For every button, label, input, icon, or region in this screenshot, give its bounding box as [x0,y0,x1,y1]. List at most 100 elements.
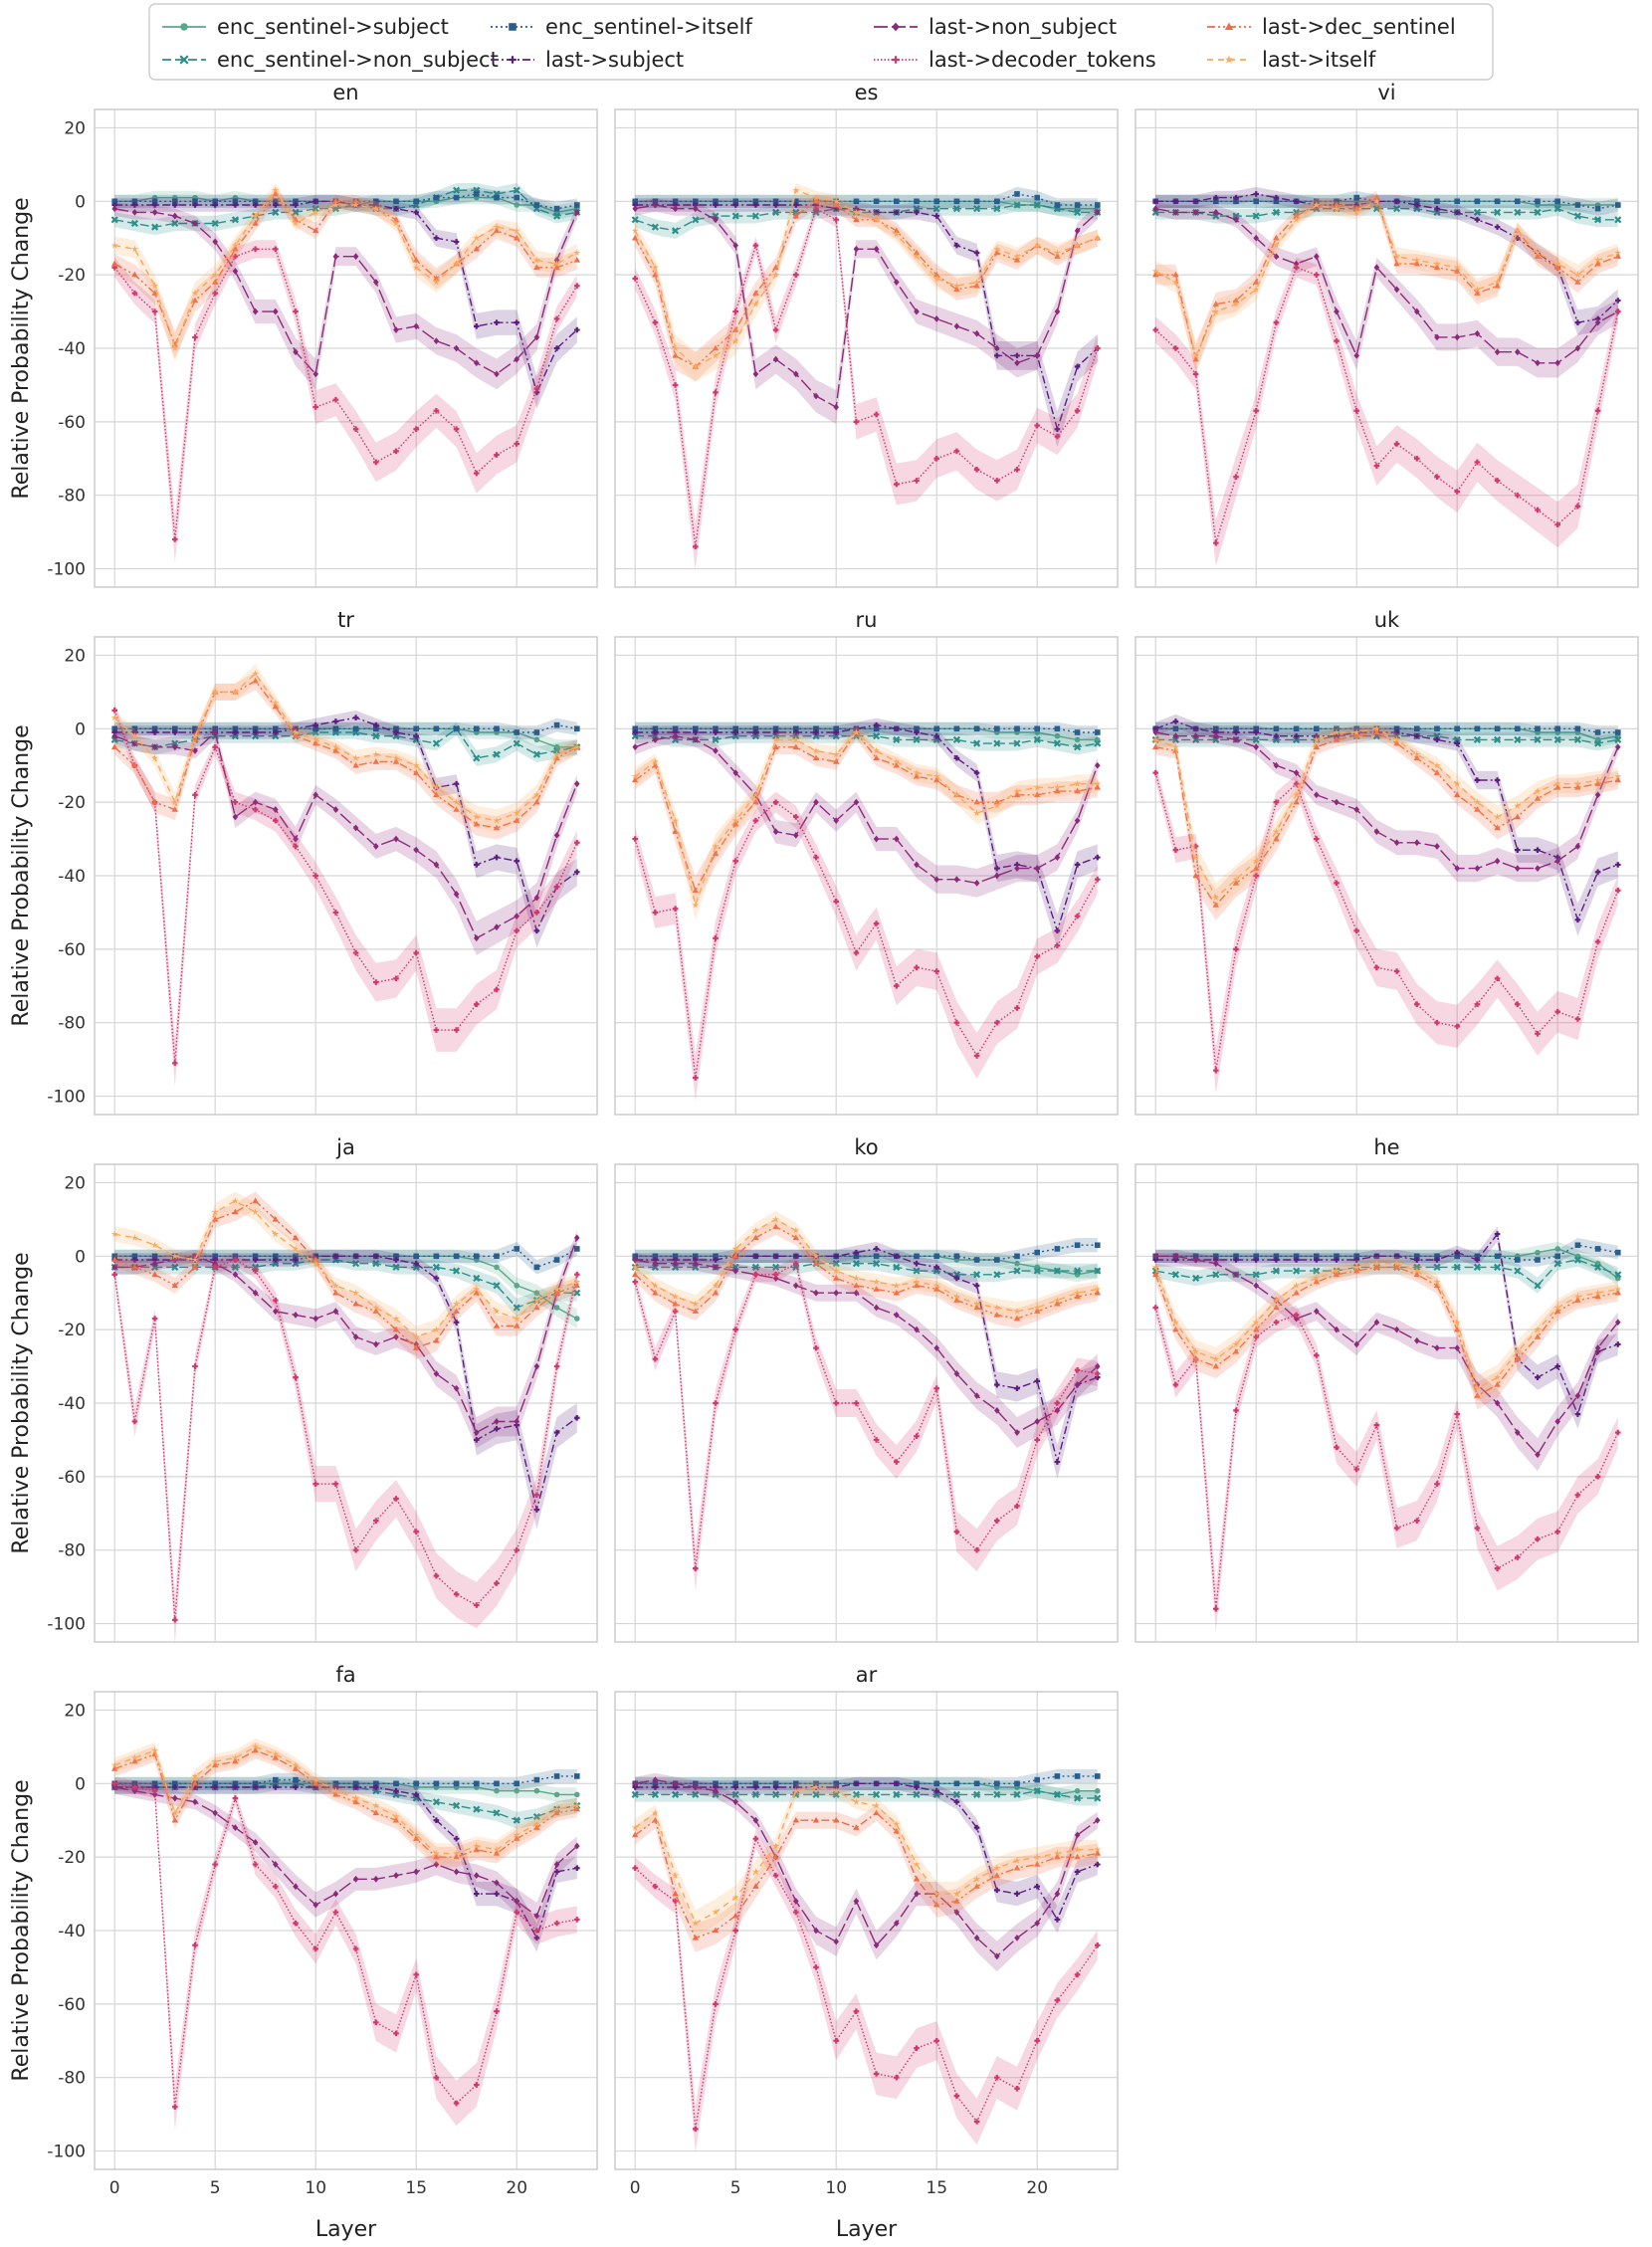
data-point [772,1853,779,1860]
data-point [311,208,319,216]
data-point [131,725,138,732]
data-point [1034,194,1040,201]
data-point [1593,776,1602,784]
data-point [211,219,219,228]
y-tick-label: -40 [58,1922,86,1941]
data-point [994,1780,1000,1787]
data-point [953,1529,960,1535]
data-point [751,790,760,798]
data-point [693,2126,699,2133]
data-point [1454,1249,1460,1256]
confidence-band [1155,1298,1618,1632]
series-line [113,1749,577,1858]
data-point [853,419,860,425]
series-line [1155,727,1618,741]
data-point [252,1838,259,1846]
data-point [1172,198,1179,205]
data-point [893,761,900,768]
data-point [1372,205,1380,213]
data-point [413,1971,419,1978]
data-point [693,1253,699,1260]
data-point [1392,1259,1401,1267]
series-last_nonsubj [1152,725,1621,883]
confidence-band [114,1776,577,1829]
data-point [574,780,580,788]
data-point [494,1264,500,1271]
series-line [114,208,578,376]
data-point [251,212,260,220]
series-line [114,196,577,214]
data-point [212,1809,218,1817]
confidence-band [114,725,577,955]
data-point [1074,1267,1082,1275]
data-point [1494,282,1501,289]
data-point [1453,1263,1461,1271]
data-point [494,2008,500,2015]
data-point [474,934,480,942]
data-point [514,194,519,201]
data-point [332,1890,339,1898]
data-point [473,754,481,762]
data-point [893,230,901,238]
data-point [853,1282,860,1289]
data-point [393,1496,399,1502]
data-point [292,728,300,736]
data-point [292,219,300,227]
data-point [1413,256,1421,264]
data-point [894,835,900,843]
data-point [932,1890,940,1898]
data-point [533,729,540,735]
data-point [793,198,799,205]
data-point [172,2104,178,2111]
data-point [1191,1347,1200,1355]
data-point [1334,1257,1340,1263]
data-point [413,846,419,854]
data-point [772,355,779,363]
data-point [1353,732,1360,738]
data-point [812,732,820,740]
data-point [493,816,501,824]
data-point [373,979,379,985]
data-point [1073,779,1082,787]
data-point [273,725,279,732]
confidence-band [635,1253,1098,1448]
data-point [171,344,179,352]
series-line [634,1262,1098,1569]
data-point [473,1289,480,1296]
data-point [1553,1260,1561,1268]
data-point [192,220,198,227]
data-point [993,798,1000,805]
data-point [533,798,540,805]
data-point [413,1780,419,1787]
data-point [1095,761,1101,769]
data-point [651,757,660,765]
confidence-band [1155,721,1618,914]
series-line [1154,1307,1619,1609]
data-point [1273,835,1280,842]
data-point [1213,1067,1219,1074]
legend-label: enc_sentinel->subject [217,15,449,40]
data-point [1353,407,1359,414]
data-point [1353,194,1359,201]
data-point [952,1790,960,1798]
data-point [573,1282,580,1289]
data-point [493,1282,501,1290]
data-point [973,798,980,805]
data-point [172,729,178,735]
data-point [973,1546,980,1553]
series-last_dec [632,1256,1101,1591]
data-point [1574,1492,1581,1499]
data-point [772,1271,779,1278]
data-point [352,1798,359,1805]
data-point [894,1311,900,1319]
series-line [113,192,578,347]
data-point [953,1898,960,1904]
data-point [171,1263,179,1271]
data-point [1273,198,1280,205]
data-point [1074,1366,1081,1373]
data-point [1313,201,1321,209]
data-point [1094,1850,1101,1856]
data-point [1515,1554,1521,1560]
data-point [1554,857,1560,865]
data-point [812,1790,820,1798]
